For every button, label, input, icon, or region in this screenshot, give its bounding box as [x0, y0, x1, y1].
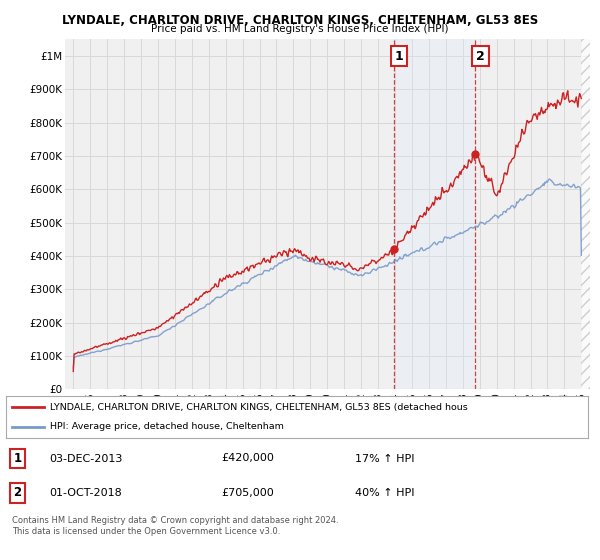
- Bar: [581, 39, 590, 389]
- Text: 40% ↑ HPI: 40% ↑ HPI: [355, 488, 415, 498]
- Text: 17% ↑ HPI: 17% ↑ HPI: [355, 454, 415, 464]
- Text: Price paid vs. HM Land Registry's House Price Index (HPI): Price paid vs. HM Land Registry's House …: [151, 24, 449, 34]
- Text: £420,000: £420,000: [221, 454, 274, 464]
- Text: 01-OCT-2018: 01-OCT-2018: [50, 488, 122, 498]
- Text: 1: 1: [14, 452, 22, 465]
- Text: Contains HM Land Registry data © Crown copyright and database right 2024.
This d: Contains HM Land Registry data © Crown c…: [12, 516, 338, 536]
- Text: 2: 2: [14, 486, 22, 500]
- Text: LYNDALE, CHARLTON DRIVE, CHARLTON KINGS, CHELTENHAM, GL53 8ES: LYNDALE, CHARLTON DRIVE, CHARLTON KINGS,…: [62, 14, 538, 27]
- Text: HPI: Average price, detached house, Cheltenham: HPI: Average price, detached house, Chel…: [50, 422, 284, 431]
- Text: LYNDALE, CHARLTON DRIVE, CHARLTON KINGS, CHELTENHAM, GL53 8ES (detached hous: LYNDALE, CHARLTON DRIVE, CHARLTON KINGS,…: [50, 403, 467, 412]
- Text: 03-DEC-2013: 03-DEC-2013: [50, 454, 123, 464]
- Bar: [394, 39, 475, 389]
- Text: £705,000: £705,000: [221, 488, 274, 498]
- Text: 2: 2: [476, 50, 485, 63]
- Text: 1: 1: [394, 50, 403, 63]
